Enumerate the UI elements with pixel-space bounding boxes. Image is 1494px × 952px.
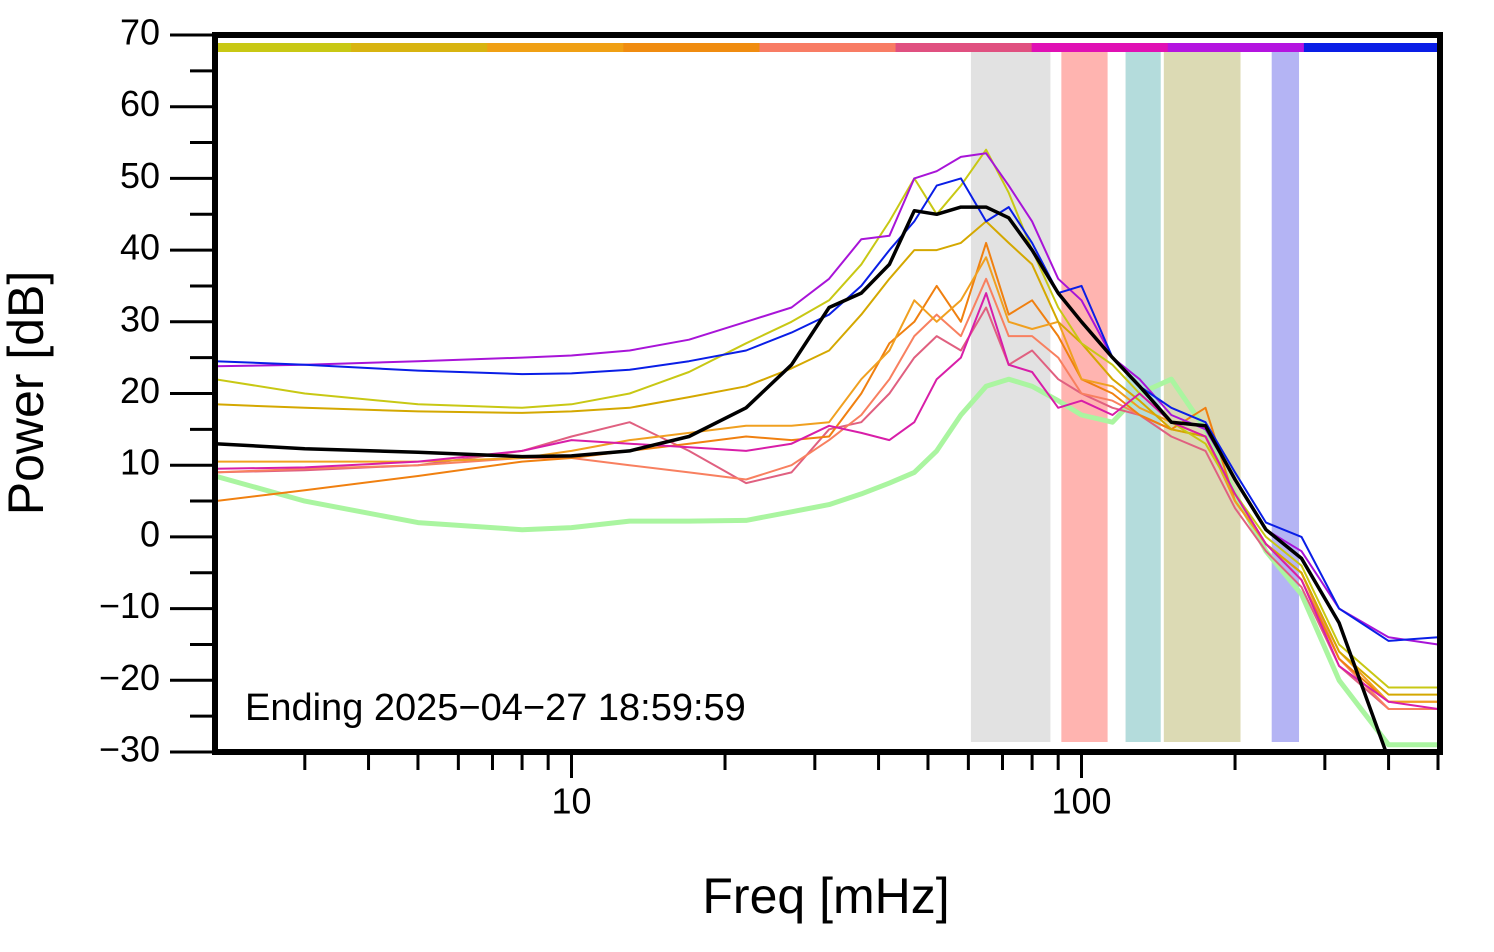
series-line xyxy=(215,148,1438,689)
y-tick-label: −10 xyxy=(99,585,160,626)
series-line xyxy=(215,205,1388,752)
frequency-band xyxy=(1271,52,1300,742)
y-tick-label: 40 xyxy=(120,227,160,268)
y-tick-label: 60 xyxy=(120,83,160,124)
y-tick-label: −30 xyxy=(99,729,160,770)
plot-frame xyxy=(212,32,1443,755)
y-tick-label: 10 xyxy=(120,442,160,483)
y-tick-label: 20 xyxy=(120,370,160,411)
color-bar-segment xyxy=(895,43,1033,52)
x-tick-label: 10 xyxy=(551,781,591,822)
series-line xyxy=(215,306,1438,710)
annotation: Ending 2025−04−27 18:59:59 xyxy=(245,687,746,729)
y-axis-label: Power [dB] xyxy=(0,271,54,516)
lines xyxy=(215,148,1439,752)
x-tick-label: 100 xyxy=(1051,781,1111,822)
series-line xyxy=(215,256,1438,703)
series-line xyxy=(215,277,1438,710)
series-line xyxy=(215,220,1438,696)
y-tick-label: 70 xyxy=(120,12,160,53)
y-tick-label: 0 xyxy=(140,513,160,554)
series-line xyxy=(215,177,1439,642)
series-line xyxy=(215,292,1439,710)
color-bar-segment xyxy=(351,43,488,52)
color-bar-segment xyxy=(487,43,624,52)
color-bar-segment xyxy=(1303,43,1441,52)
y-tick-label: 50 xyxy=(120,155,160,196)
color-bar-segment xyxy=(1167,43,1305,52)
overlay xyxy=(215,43,1441,52)
color-bar-segment xyxy=(1031,43,1169,52)
y-tick-label: −20 xyxy=(99,657,160,698)
frequency-band xyxy=(1163,52,1241,742)
color-bar-segment xyxy=(759,43,897,52)
color-bar-segment xyxy=(623,43,760,52)
series-line xyxy=(215,152,1439,646)
x-axis-label: Freq [mHz] xyxy=(702,868,949,924)
color-bar-segment xyxy=(215,43,352,52)
y-tick-label: 30 xyxy=(120,298,160,339)
frequency-band xyxy=(970,52,1051,742)
